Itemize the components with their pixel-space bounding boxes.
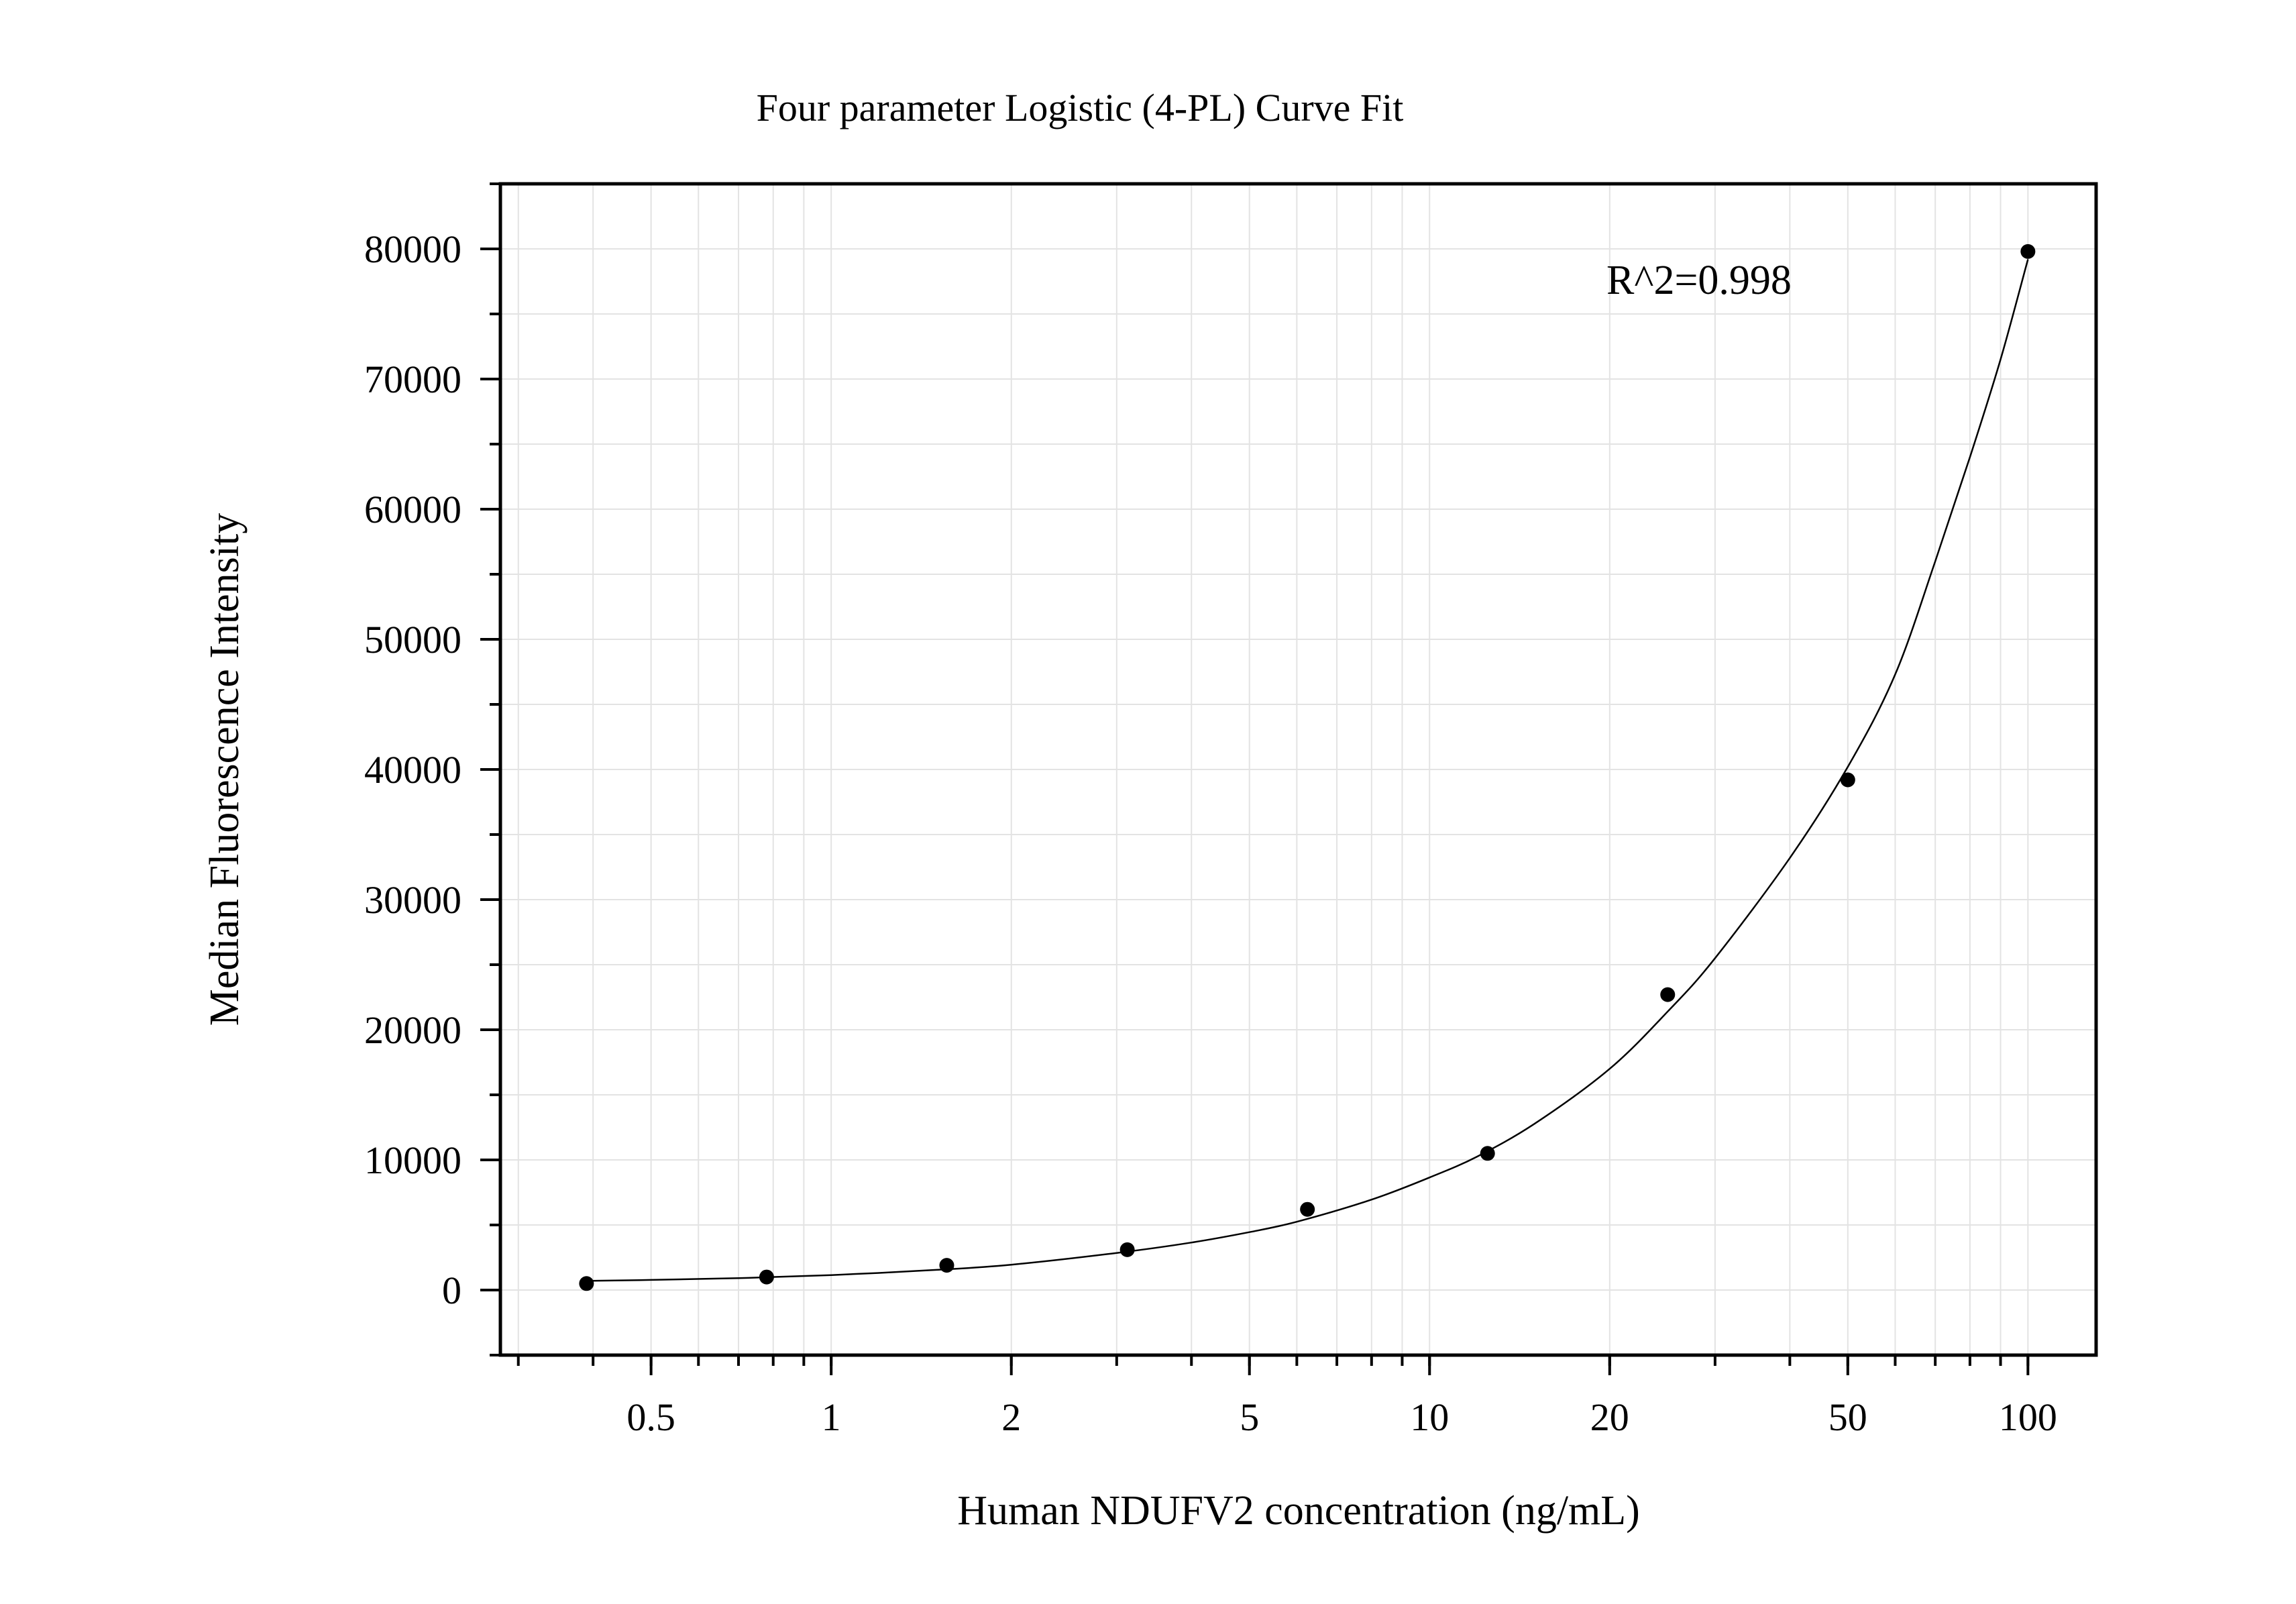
chart-title: Four parameter Logistic (4-PL) Curve Fit xyxy=(757,86,1404,129)
y-axis-label: Median Fluorescence Intensity xyxy=(202,513,248,1026)
data-points xyxy=(579,244,2036,1291)
y-tick-label: 20000 xyxy=(364,1008,461,1052)
y-tick-labels: 0 10000 20000 30000 40000 50000 60000 70000 8000… xyxy=(364,227,461,1312)
x-tick-label: 1 xyxy=(822,1395,841,1439)
x-tick-label: 50 xyxy=(1828,1395,1867,1439)
y-tick-label: 30000 xyxy=(364,878,461,922)
data-point xyxy=(1660,987,1676,1002)
data-point xyxy=(1480,1146,1495,1161)
y-tick-label: 60000 xyxy=(364,488,461,531)
data-point xyxy=(579,1276,594,1291)
r-squared-annotation: R^2=0.998 xyxy=(1606,258,1792,303)
data-point xyxy=(1300,1201,1315,1217)
x-axis-label: Human NDUFV2 concentration (ng/mL) xyxy=(957,1488,1640,1534)
x-tick-label: 5 xyxy=(1240,1395,1259,1439)
x-tick-label: 0.5 xyxy=(626,1395,675,1439)
y-tick-label: 80000 xyxy=(364,227,461,271)
x-tick-label: 100 xyxy=(1999,1395,2057,1439)
data-point xyxy=(939,1258,954,1273)
y-tick-label: 0 xyxy=(442,1269,461,1312)
data-point xyxy=(1840,772,1855,788)
data-point xyxy=(1119,1242,1135,1257)
y-tick-label: 40000 xyxy=(364,748,461,792)
y-tick-label: 10000 xyxy=(364,1138,461,1182)
y-tick-label: 50000 xyxy=(364,618,461,661)
y-tick-label: 70000 xyxy=(364,358,461,401)
data-point xyxy=(759,1269,774,1285)
x-tick-label: 10 xyxy=(1410,1395,1449,1439)
data-point xyxy=(2020,244,2036,259)
x-tick-labels: 0.5 1 2 5 10 20 50 100 xyxy=(626,1395,2057,1439)
x-tick-label: 20 xyxy=(1590,1395,1629,1439)
axis-ticks xyxy=(480,182,2030,1375)
grid xyxy=(500,183,2096,1356)
x-tick-label: 2 xyxy=(1001,1395,1021,1439)
